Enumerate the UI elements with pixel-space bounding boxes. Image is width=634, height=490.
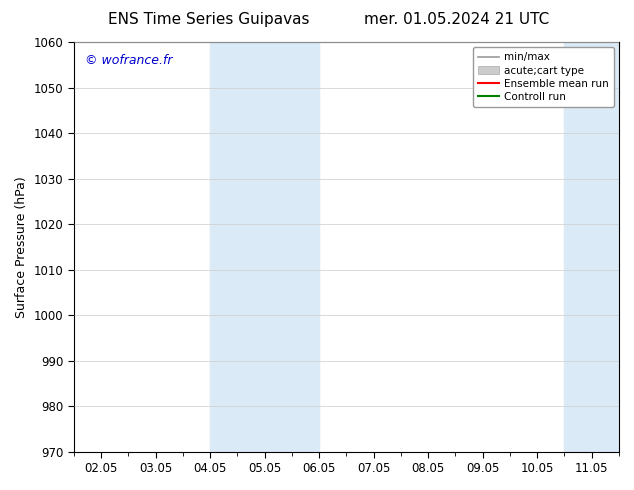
- Text: © wofrance.fr: © wofrance.fr: [84, 54, 172, 67]
- Bar: [592, 42, 619, 452]
- Bar: [564, 42, 592, 452]
- Text: mer. 01.05.2024 21 UTC: mer. 01.05.2024 21 UTC: [364, 12, 549, 27]
- Y-axis label: Surface Pressure (hPa): Surface Pressure (hPa): [15, 176, 28, 318]
- Text: ENS Time Series Guipavas: ENS Time Series Guipavas: [108, 12, 310, 27]
- Bar: [210, 42, 264, 452]
- Bar: [264, 42, 319, 452]
- Legend: min/max, acute;cart type, Ensemble mean run, Controll run: min/max, acute;cart type, Ensemble mean …: [472, 47, 614, 107]
